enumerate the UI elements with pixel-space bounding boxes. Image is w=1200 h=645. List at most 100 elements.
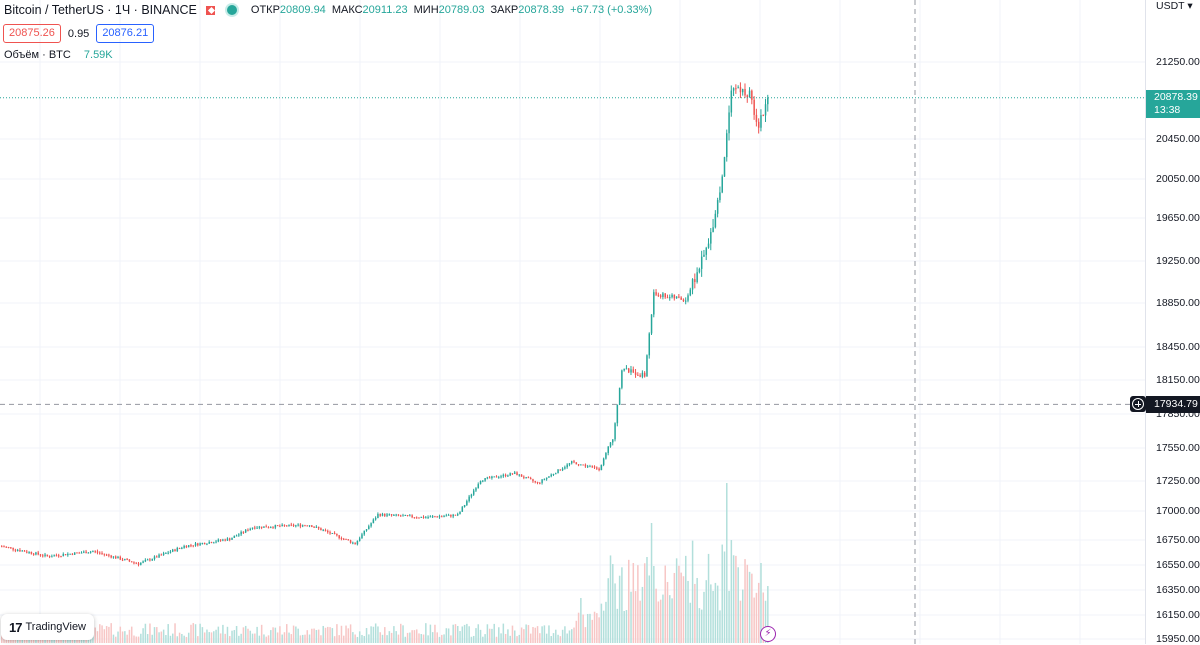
buy-button[interactable]: 20876.21 <box>96 24 155 43</box>
candle-body <box>536 481 539 483</box>
volume-bar <box>470 636 473 643</box>
candlestick-chart[interactable] <box>0 0 1145 644</box>
volume-bar <box>486 624 489 643</box>
candle-body <box>3 546 5 548</box>
volume-bar <box>272 627 274 643</box>
volume-bar <box>388 631 391 643</box>
candle-body <box>625 368 628 370</box>
volume-bar <box>498 627 500 643</box>
candle-body <box>283 524 286 526</box>
volume-bar <box>249 630 252 643</box>
candle-body <box>290 524 293 526</box>
volume-bar <box>240 633 242 643</box>
volume-bar <box>327 626 329 643</box>
candle-body <box>502 474 505 477</box>
volume-bar <box>313 628 315 643</box>
volume-bar <box>669 595 671 643</box>
volume-bar <box>543 625 546 643</box>
candle-body <box>153 556 156 560</box>
candle-body <box>552 473 555 475</box>
candle-body <box>270 527 272 529</box>
lightning-icon[interactable]: ⚡ <box>760 626 776 642</box>
volume-bar <box>345 625 347 643</box>
volume-bar <box>153 627 156 643</box>
candle-body <box>315 526 318 528</box>
volume-bar <box>707 553 710 643</box>
volume-bar <box>233 630 236 643</box>
volume-bar <box>96 631 99 643</box>
volume-bar <box>671 598 673 643</box>
candle-body <box>329 532 331 534</box>
candle-body <box>386 514 388 516</box>
volume-bar <box>700 609 703 643</box>
candle-body <box>76 552 78 554</box>
candle-body <box>687 295 689 301</box>
volume-bar <box>151 634 153 643</box>
volume-bar <box>137 636 140 643</box>
volume-bar <box>637 565 639 643</box>
open-label: ОТКР <box>250 4 280 16</box>
candle-body <box>457 514 459 516</box>
candle-body <box>516 472 518 476</box>
volume-bar <box>762 592 765 643</box>
candle-body <box>80 552 83 554</box>
price-tick-label: 16350.00 <box>1156 584 1200 596</box>
symbol-title[interactable]: Bitcoin / TetherUS · 1Ч · BINANCE <box>4 3 197 17</box>
candle-body <box>258 526 261 528</box>
candle-body <box>352 542 354 544</box>
volume-bar <box>256 626 258 643</box>
volume-bar <box>564 626 566 643</box>
candle-body <box>281 524 283 527</box>
volume-bar <box>662 594 664 643</box>
volume-bar <box>742 589 744 643</box>
volume-bar <box>99 624 101 643</box>
candle-body <box>317 526 320 529</box>
flag-icon[interactable] <box>205 5 215 15</box>
volume-bar <box>509 635 511 643</box>
candle-body <box>705 247 708 255</box>
candle-body <box>561 468 564 471</box>
candle-body <box>673 294 676 299</box>
open-value: 20809.94 <box>279 4 326 16</box>
volume-bar <box>317 629 320 643</box>
volume-legend[interactable]: Объём · BTC 7.59K <box>4 49 113 61</box>
volume-bar <box>625 610 628 643</box>
add-alert-button[interactable] <box>1130 396 1146 412</box>
volume-bar <box>477 624 480 643</box>
candle-body <box>174 549 176 551</box>
volume-bar <box>648 575 651 643</box>
volume-label: Объём · BTC <box>4 49 71 61</box>
volume-bar <box>696 577 698 643</box>
volume-bar <box>550 636 552 643</box>
crosshair-price-label: 17934.79 <box>1146 396 1200 413</box>
candle-body <box>238 534 240 536</box>
candle-body <box>518 474 521 476</box>
candle-body <box>5 546 8 548</box>
candle-body <box>158 554 160 558</box>
candle-body <box>737 87 739 89</box>
candle-body <box>208 542 210 544</box>
currency-selector[interactable]: USDT ▾ <box>1156 0 1193 12</box>
candle-body <box>525 477 527 479</box>
volume-bar <box>281 634 283 643</box>
change-value: +67.73 (+0.33%) <box>570 4 653 16</box>
candle-body <box>751 90 753 100</box>
volume-bar <box>650 523 653 643</box>
volume-bar <box>215 629 217 643</box>
tradingview-logo[interactable]: 17 TradingView <box>1 614 95 640</box>
price-tick-label: 15950.00 <box>1156 633 1200 645</box>
candle-body <box>67 553 69 556</box>
candle-body <box>755 114 758 122</box>
volume-bar <box>541 626 543 643</box>
price-tick-label: 16550.00 <box>1156 559 1200 571</box>
volume-bar <box>103 629 106 643</box>
volume-bar <box>322 625 324 643</box>
volume-bar <box>409 632 411 643</box>
volume-bar <box>226 626 229 643</box>
candle-body <box>372 519 375 524</box>
volume-bar <box>119 626 122 643</box>
volume-bar <box>719 610 721 643</box>
sell-button[interactable]: 20875.26 <box>3 24 61 43</box>
candle-body <box>226 538 229 541</box>
volume-bar <box>352 632 354 643</box>
